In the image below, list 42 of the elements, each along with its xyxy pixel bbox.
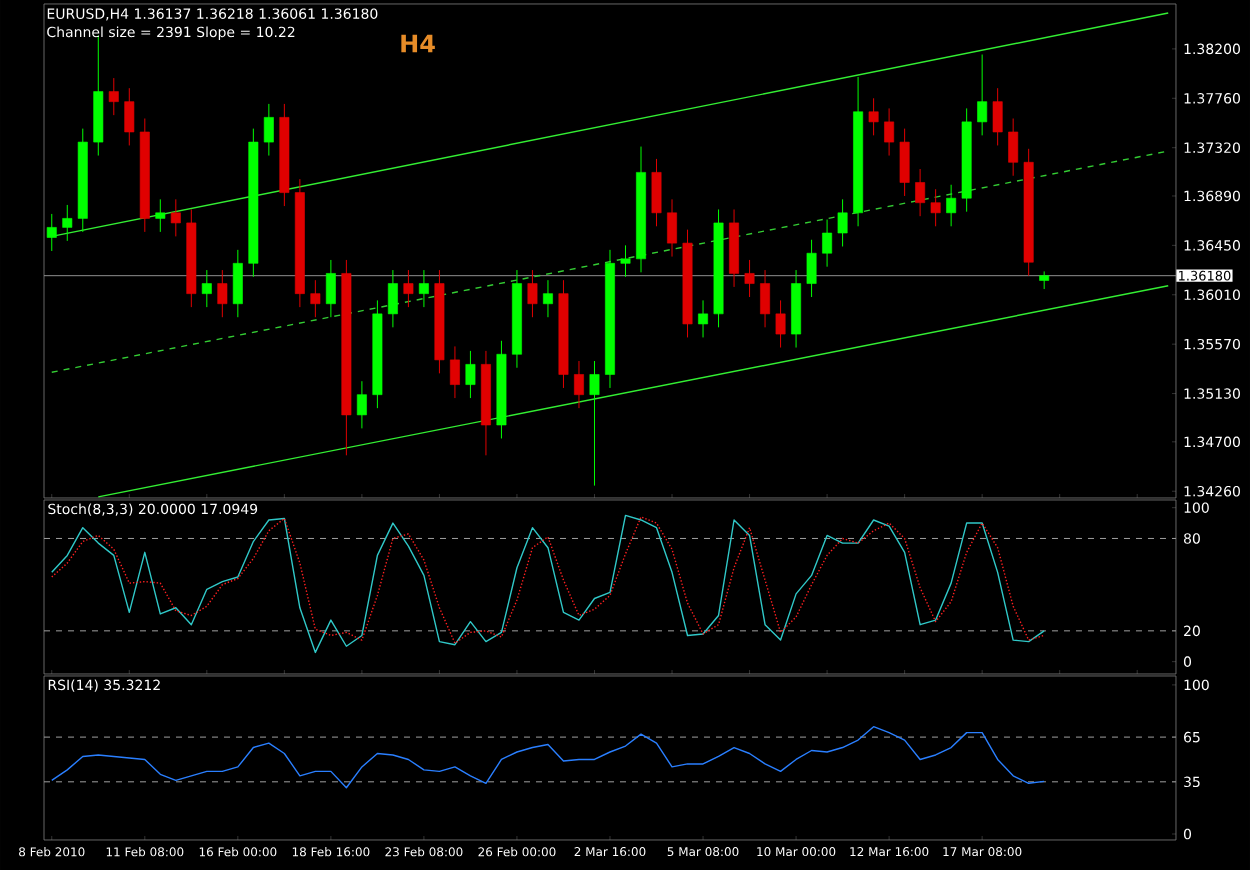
candlestick [667,198,677,258]
candlestick [387,269,398,328]
candlestick [217,269,228,318]
candlestick [977,54,988,136]
candlestick [760,269,771,328]
candlestick [403,269,414,308]
candlestick [543,279,553,318]
candlestick [62,204,73,242]
candlestick [992,87,1003,146]
candlestick [232,249,243,318]
candlestick [527,269,538,318]
candlestick [201,269,212,308]
candlestick [108,77,119,116]
candlestick [155,198,166,233]
candlestick [884,107,895,157]
candlestick [915,168,926,217]
candlestick [868,97,879,136]
candlestick [930,188,941,227]
candlestick [946,184,957,227]
candlestick [651,158,662,227]
candlestick [356,380,367,429]
candlestick [775,299,786,349]
candlestick [744,259,755,298]
candlestick [46,213,57,252]
candlestick [698,299,708,338]
candlestick [1008,118,1019,177]
candlestick [325,259,336,318]
candlestick [837,198,848,247]
candlestick [449,345,460,399]
candlestick [574,360,584,409]
candlestick [465,350,476,399]
candlestick [263,103,274,157]
candlestick [822,219,833,268]
candlestick [806,239,817,298]
candlestick [418,269,429,308]
candlestick [589,360,600,487]
candlestick [899,128,910,197]
candlestick [124,87,135,146]
text: H4 [401,34,435,53]
candlestick [620,244,631,278]
candlestick [170,198,181,237]
candlestick [310,279,321,318]
